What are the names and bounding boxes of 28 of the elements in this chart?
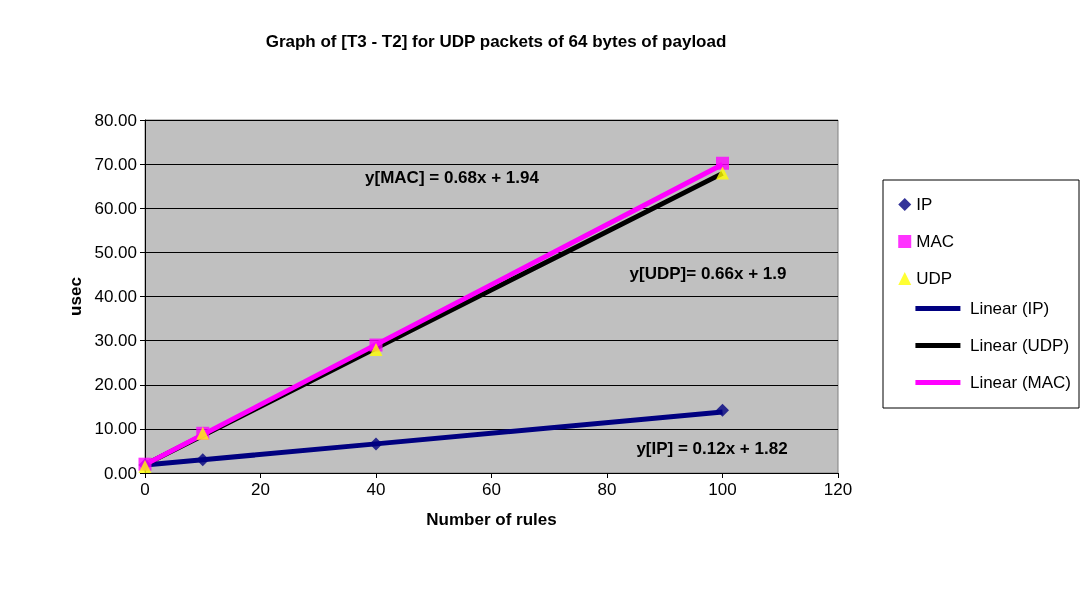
x-tick-label: 20 <box>251 480 270 499</box>
legend-label: Linear (MAC) <box>969 373 1072 392</box>
y-tick-label: 0.00 <box>103 463 137 483</box>
x-tick-label: 60 <box>482 480 501 499</box>
y-tick-label: 10.00 <box>94 419 137 439</box>
y-tick-label: 70.00 <box>94 154 137 174</box>
annotation: y[UDP]= 0.66x + 1.9 <box>629 263 787 283</box>
legend-label: IP <box>916 195 933 214</box>
x-tick-label: 120 <box>823 480 853 499</box>
annotation: y[MAC] = 0.68x + 1.94 <box>365 167 540 187</box>
y-tick-label: 80.00 <box>94 110 137 130</box>
y-tick-label: 20.00 <box>94 375 137 395</box>
annotation: y[IP] = 0.12x + 1.82 <box>636 438 788 458</box>
legend-label: Linear (UDP) <box>969 336 1070 355</box>
chart-title: Graph of [T3 - T2] for UDP packets of 64 bytes of payload <box>265 32 727 51</box>
y-tick-label: 40.00 <box>94 287 137 306</box>
legend-label: Linear (IP) <box>969 299 1050 318</box>
legend-label: UDP <box>916 269 953 288</box>
x-tick-label: 40 <box>366 480 386 499</box>
legend-label: MAC <box>916 232 954 251</box>
x-tick-label: 100 <box>708 480 737 499</box>
y-axis-title: usec <box>65 277 85 316</box>
y-tick-label: 30.00 <box>94 331 137 351</box>
x-tick-label: 0 <box>140 480 150 499</box>
y-tick-label: 50.00 <box>94 242 137 262</box>
y-tick-label: 60.00 <box>94 198 137 218</box>
x-tick-label: 80 <box>597 480 617 499</box>
x-axis-title: Number of rules <box>426 510 557 529</box>
